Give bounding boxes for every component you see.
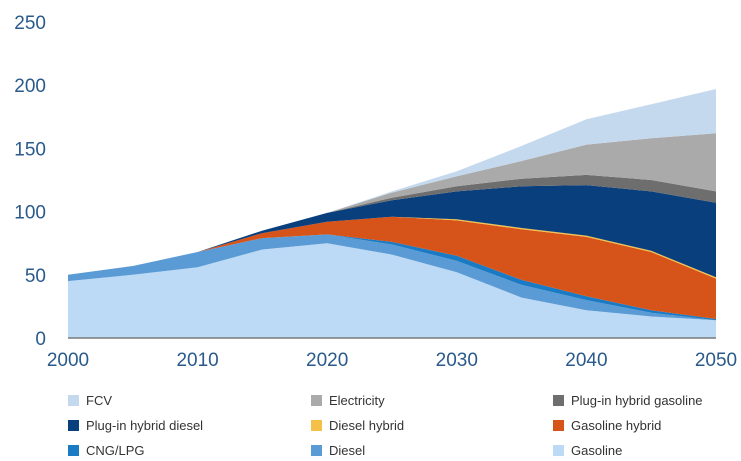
y-tick-label: 150	[14, 139, 46, 160]
legend-label: Plug-in hybrid diesel	[86, 417, 204, 433]
area-diesel	[68, 234, 716, 321]
legend-item-plug-in-hybrid-diesel: Plug-in hybrid diesel	[68, 415, 203, 435]
area-diesel-hybrid	[68, 216, 716, 279]
legend: FCV Electricity Plug-in hybrid gasoline Plu…	[0, 388, 741, 461]
legend-swatch	[311, 394, 322, 406]
y-tick-label: 100	[14, 203, 46, 224]
x-tick-label: 2000	[47, 350, 89, 371]
legend-swatch	[68, 419, 79, 431]
legend-item-diesel: Diesel	[311, 440, 365, 460]
x-tick-label: 2020	[306, 350, 348, 371]
legend-label: Diesel	[329, 442, 366, 458]
legend-swatch	[68, 444, 79, 456]
area-plug-in-hybrid-diesel	[68, 185, 716, 278]
x-tick-labels: 2000 2010 2020 2030 2040 2050	[47, 350, 737, 371]
area-gasoline-hybrid	[68, 216, 716, 319]
legend-swatch	[553, 394, 564, 406]
legend-label: FCV	[86, 392, 112, 408]
legend-item-diesel-hybrid: Diesel hybrid	[311, 415, 404, 435]
y-tick-label: 250	[14, 13, 46, 34]
stacked-area-chart: 0 50 100 150 200 250 2000 2010 2020 2030 2040 2050	[14, 13, 737, 371]
legend-swatch	[68, 394, 79, 406]
legend-swatch	[553, 419, 564, 431]
area-electricity	[68, 133, 716, 275]
area-fcv	[68, 89, 716, 275]
x-tick-label: 2040	[565, 350, 607, 371]
legend-item-fcv: FCV	[68, 390, 112, 410]
area-cng-lpg	[68, 234, 716, 321]
y-tick-label: 50	[25, 266, 46, 287]
area-gasoline	[68, 243, 716, 338]
legend-item-electricity: Electricity	[311, 390, 385, 410]
y-tick-label: 0	[35, 329, 46, 350]
area-series-group	[68, 89, 716, 338]
legend-label: Gasoline hybrid	[571, 417, 662, 433]
legend-label: Electricity	[329, 392, 385, 408]
legend-label: Plug-in hybrid gasoline	[571, 392, 703, 408]
legend-item-plug-in-hybrid-gasoline: Plug-in hybrid gasoline	[553, 390, 703, 410]
x-tick-label: 2050	[695, 350, 737, 371]
legend-item-cng-lpg: CNG/LPG	[68, 440, 145, 460]
legend-label: Gasoline	[571, 442, 623, 458]
legend-label: Diesel hybrid	[329, 417, 405, 433]
legend-label: CNG/LPG	[86, 442, 145, 458]
legend-swatch	[553, 444, 564, 456]
legend-item-gasoline: Gasoline	[553, 440, 622, 460]
legend-swatch	[311, 444, 322, 456]
x-tick-label: 2030	[436, 350, 478, 371]
x-tick-label: 2010	[176, 350, 218, 371]
y-tick-label: 200	[14, 76, 46, 97]
y-tick-labels: 0 50 100 150 200 250	[14, 13, 46, 350]
legend-item-gasoline-hybrid: Gasoline hybrid	[553, 415, 661, 435]
area-plug-in-hybrid-gasoline	[68, 174, 716, 275]
legend-swatch	[311, 419, 322, 431]
